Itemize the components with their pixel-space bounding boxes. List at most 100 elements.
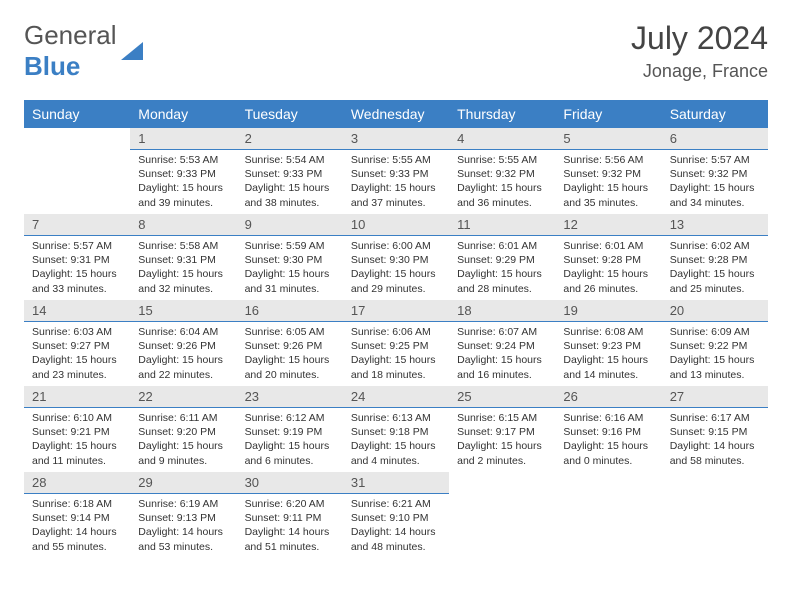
day-number: 5 <box>555 128 661 150</box>
calendar-table: SundayMondayTuesdayWednesdayThursdayFrid… <box>24 100 768 558</box>
empty-cell <box>24 128 130 214</box>
daylight-line: Daylight: 15 hours and 31 minutes. <box>245 267 335 295</box>
daylight-line: Daylight: 15 hours and 11 minutes. <box>32 439 122 467</box>
sunrise-line: Sunrise: 6:05 AM <box>245 325 335 339</box>
sunrise-line: Sunrise: 6:02 AM <box>670 239 760 253</box>
day-details: Sunrise: 5:57 AMSunset: 9:32 PMDaylight:… <box>662 150 768 213</box>
day-number: 20 <box>662 300 768 322</box>
day-cell: 25Sunrise: 6:15 AMSunset: 9:17 PMDayligh… <box>449 386 555 472</box>
empty-cell <box>662 472 768 558</box>
sunset-line: Sunset: 9:10 PM <box>351 511 441 525</box>
daylight-line: Daylight: 15 hours and 0 minutes. <box>563 439 653 467</box>
sunset-line: Sunset: 9:14 PM <box>32 511 122 525</box>
sunset-line: Sunset: 9:30 PM <box>351 253 441 267</box>
daylight-line: Daylight: 15 hours and 38 minutes. <box>245 181 335 209</box>
day-number: 22 <box>130 386 236 408</box>
day-number: 21 <box>24 386 130 408</box>
day-details: Sunrise: 6:20 AMSunset: 9:11 PMDaylight:… <box>237 494 343 557</box>
header: General Blue July 2024 Jonage, France <box>24 20 768 82</box>
weekday-header: Monday <box>130 100 236 128</box>
weekday-header: Saturday <box>662 100 768 128</box>
day-number: 2 <box>237 128 343 150</box>
daylight-line: Daylight: 15 hours and 2 minutes. <box>457 439 547 467</box>
day-number: 4 <box>449 128 555 150</box>
sunrise-line: Sunrise: 5:59 AM <box>245 239 335 253</box>
day-number: 13 <box>662 214 768 236</box>
day-cell: 23Sunrise: 6:12 AMSunset: 9:19 PMDayligh… <box>237 386 343 472</box>
day-details: Sunrise: 6:11 AMSunset: 9:20 PMDaylight:… <box>130 408 236 471</box>
brand-triangle-icon <box>121 42 143 60</box>
sunset-line: Sunset: 9:22 PM <box>670 339 760 353</box>
day-cell: 5Sunrise: 5:56 AMSunset: 9:32 PMDaylight… <box>555 128 661 214</box>
day-details: Sunrise: 6:04 AMSunset: 9:26 PMDaylight:… <box>130 322 236 385</box>
sunrise-line: Sunrise: 5:58 AM <box>138 239 228 253</box>
daylight-line: Daylight: 14 hours and 58 minutes. <box>670 439 760 467</box>
day-cell: 22Sunrise: 6:11 AMSunset: 9:20 PMDayligh… <box>130 386 236 472</box>
sunrise-line: Sunrise: 6:00 AM <box>351 239 441 253</box>
day-details: Sunrise: 5:58 AMSunset: 9:31 PMDaylight:… <box>130 236 236 299</box>
daylight-line: Daylight: 14 hours and 55 minutes. <box>32 525 122 553</box>
brand-name-part1: General <box>24 20 117 50</box>
day-number: 10 <box>343 214 449 236</box>
daylight-line: Daylight: 15 hours and 14 minutes. <box>563 353 653 381</box>
day-number: 15 <box>130 300 236 322</box>
day-number: 31 <box>343 472 449 494</box>
day-details: Sunrise: 6:01 AMSunset: 9:28 PMDaylight:… <box>555 236 661 299</box>
day-details: Sunrise: 6:06 AMSunset: 9:25 PMDaylight:… <box>343 322 449 385</box>
day-details: Sunrise: 5:56 AMSunset: 9:32 PMDaylight:… <box>555 150 661 213</box>
daylight-line: Daylight: 14 hours and 53 minutes. <box>138 525 228 553</box>
empty-cell <box>555 472 661 558</box>
sunset-line: Sunset: 9:18 PM <box>351 425 441 439</box>
day-details: Sunrise: 6:12 AMSunset: 9:19 PMDaylight:… <box>237 408 343 471</box>
day-number: 17 <box>343 300 449 322</box>
daylight-line: Daylight: 15 hours and 4 minutes. <box>351 439 441 467</box>
day-number: 30 <box>237 472 343 494</box>
daylight-line: Daylight: 15 hours and 37 minutes. <box>351 181 441 209</box>
sunrise-line: Sunrise: 6:15 AM <box>457 411 547 425</box>
daylight-line: Daylight: 15 hours and 22 minutes. <box>138 353 228 381</box>
calendar-week-row: 14Sunrise: 6:03 AMSunset: 9:27 PMDayligh… <box>24 300 768 386</box>
calendar-week-row: 1Sunrise: 5:53 AMSunset: 9:33 PMDaylight… <box>24 128 768 214</box>
daylight-line: Daylight: 15 hours and 13 minutes. <box>670 353 760 381</box>
sunrise-line: Sunrise: 6:17 AM <box>670 411 760 425</box>
sunset-line: Sunset: 9:29 PM <box>457 253 547 267</box>
daylight-line: Daylight: 15 hours and 18 minutes. <box>351 353 441 381</box>
day-cell: 29 Sunrise: 6:19 AMSunset: 9:13 PMDayligh… <box>130 472 236 558</box>
sunrise-line: Sunrise: 6:09 AM <box>670 325 760 339</box>
sunrise-line: Sunrise: 6:04 AM <box>138 325 228 339</box>
day-details: Sunrise: 6:21 AMSunset: 9:10 PMDaylight:… <box>343 494 449 557</box>
day-number: 16 <box>237 300 343 322</box>
weekday-header: Thursday <box>449 100 555 128</box>
daylight-line: Daylight: 14 hours and 48 minutes. <box>351 525 441 553</box>
weekday-header: Sunday <box>24 100 130 128</box>
daylight-line: Daylight: 15 hours and 36 minutes. <box>457 181 547 209</box>
sunset-line: Sunset: 9:24 PM <box>457 339 547 353</box>
day-cell: 2Sunrise: 5:54 AMSunset: 9:33 PMDaylight… <box>237 128 343 214</box>
day-number: 23 <box>237 386 343 408</box>
day-cell: 12Sunrise: 6:01 AMSunset: 9:28 PMDayligh… <box>555 214 661 300</box>
day-details: Sunrise: 6:05 AMSunset: 9:26 PMDaylight:… <box>237 322 343 385</box>
calendar-body: 1Sunrise: 5:53 AMSunset: 9:33 PMDaylight… <box>24 128 768 558</box>
day-cell: 8Sunrise: 5:58 AMSunset: 9:31 PMDaylight… <box>130 214 236 300</box>
sunrise-line: Sunrise: 5:56 AM <box>563 153 653 167</box>
day-cell: 30Sunrise: 6:20 AMSunset: 9:11 PMDayligh… <box>237 472 343 558</box>
sunrise-line: Sunrise: 6:19 AM <box>138 497 228 511</box>
sunrise-line: Sunrise: 6:10 AM <box>32 411 122 425</box>
sunset-line: Sunset: 9:13 PM <box>138 511 228 525</box>
day-cell: 20 Sunrise: 6:09 AMSunset: 9:22 PMDayligh… <box>662 300 768 386</box>
daylight-line: Daylight: 15 hours and 39 minutes. <box>138 181 228 209</box>
brand-name: General Blue <box>24 20 117 82</box>
brand-logo: General Blue <box>24 20 143 82</box>
day-number: 11 <box>449 214 555 236</box>
day-cell: 10Sunrise: 6:00 AMSunset: 9:30 PMDayligh… <box>343 214 449 300</box>
daylight-line: Daylight: 15 hours and 35 minutes. <box>563 181 653 209</box>
sunset-line: Sunset: 9:31 PM <box>32 253 122 267</box>
day-number: 8 <box>130 214 236 236</box>
day-details: Sunrise: 5:57 AMSunset: 9:31 PMDaylight:… <box>24 236 130 299</box>
day-number: 29 <box>130 472 236 494</box>
day-number: 9 <box>237 214 343 236</box>
day-details: Sunrise: 6:03 AMSunset: 9:27 PMDaylight:… <box>24 322 130 385</box>
daylight-line: Daylight: 15 hours and 32 minutes. <box>138 267 228 295</box>
month-title: July 2024 <box>631 20 768 57</box>
sunrise-line: Sunrise: 6:06 AM <box>351 325 441 339</box>
